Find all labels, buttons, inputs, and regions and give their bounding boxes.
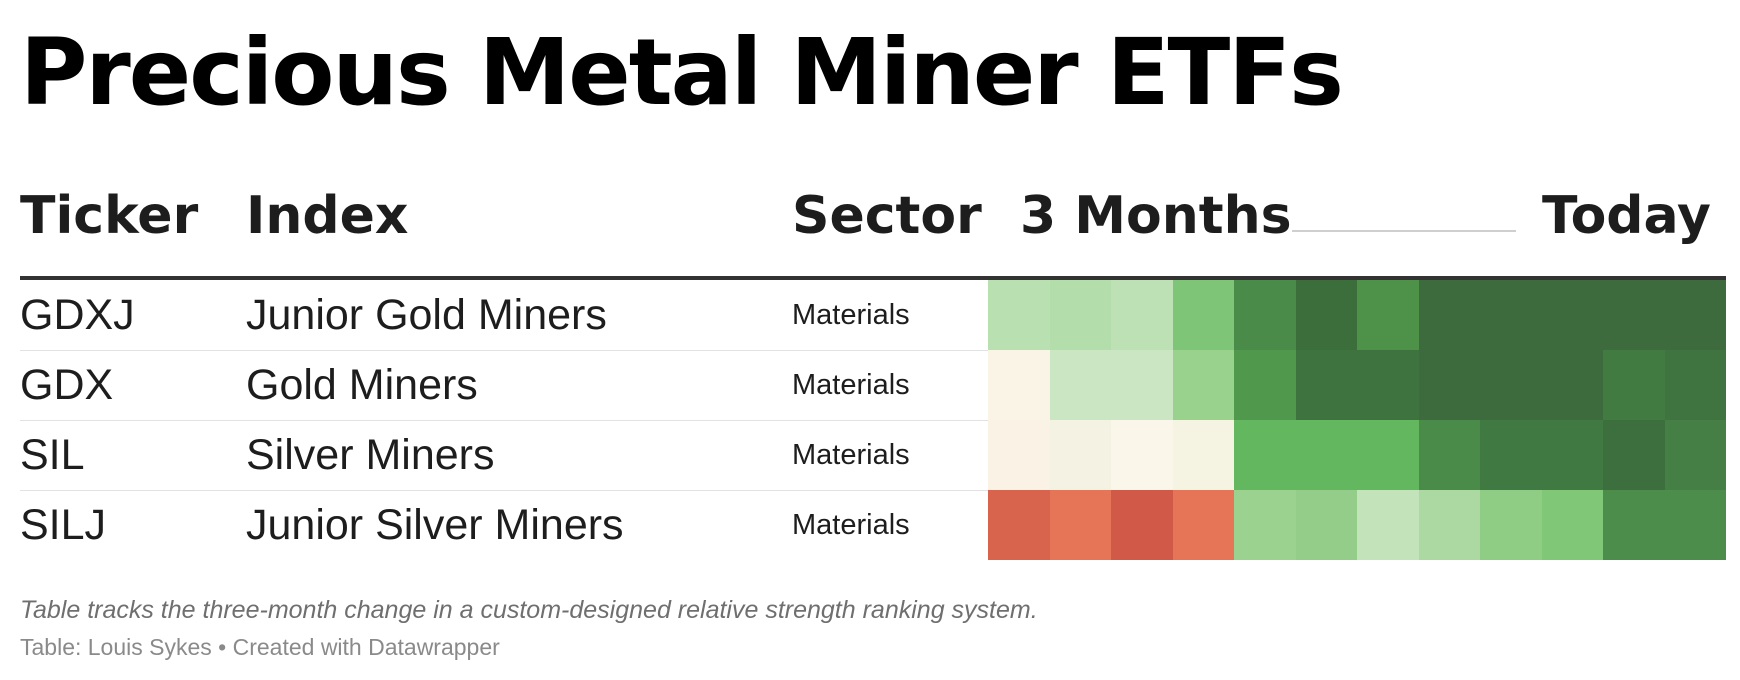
heatmap-cell: [1480, 280, 1542, 350]
heatmap-cell: [1357, 420, 1419, 490]
heatmap-cell: [1541, 350, 1603, 420]
table-row: SIL Silver Miners Materials: [20, 420, 1726, 490]
heatmap-cell: [1357, 490, 1419, 560]
heatmap-cell: [1664, 490, 1726, 560]
heatmap-cell: [1357, 350, 1419, 420]
heatmap-cell: [1603, 420, 1665, 490]
table-row: SILJ Junior Silver Miners Materials: [20, 490, 1726, 560]
index-cell: Junior Silver Miners: [246, 501, 624, 549]
header-index: Index: [246, 186, 409, 246]
heatmap-cell: [1664, 420, 1726, 490]
sector-cell: Materials: [792, 509, 910, 541]
heatmap-cell: [1541, 420, 1603, 490]
heatmap-strip: [988, 350, 1726, 420]
heatmap-strip: [988, 420, 1726, 490]
row-divider: [20, 350, 988, 351]
ticker-cell: SILJ: [20, 501, 107, 549]
heatmap-cell: [988, 280, 1050, 350]
chart-note: Table tracks the three-month change in a…: [20, 596, 1038, 624]
heatmap-cell: [1049, 280, 1111, 350]
heatmap-cell: [1172, 280, 1234, 350]
heatmap-cell: [1541, 490, 1603, 560]
heatmap-cell: [1295, 280, 1357, 350]
sector-cell: Materials: [792, 299, 910, 331]
heatmap-cell: [1418, 280, 1480, 350]
heatmap-cell: [1603, 280, 1665, 350]
heatmap-cell: [1664, 350, 1726, 420]
chart-source: Table: Louis Sykes • Created with Datawr…: [20, 634, 500, 660]
heatmap-cell: [1049, 420, 1111, 490]
heatmap-cell: [1664, 280, 1726, 350]
index-cell: Junior Gold Miners: [246, 291, 607, 339]
heatmap-cell: [1234, 350, 1296, 420]
heatmap-cell: [1418, 350, 1480, 420]
heatmap-cell: [1234, 420, 1296, 490]
heatmap-cell: [988, 490, 1050, 560]
ticker-cell: GDX: [20, 361, 114, 409]
header-rule: [20, 276, 1726, 280]
heatmap-cell: [1234, 490, 1296, 560]
heatmap-cell: [1111, 350, 1173, 420]
heatmap-cell: [1234, 280, 1296, 350]
heatmap-cell: [988, 420, 1050, 490]
heatmap-cell: [1172, 350, 1234, 420]
index-cell: Silver Miners: [246, 431, 495, 479]
header-3-months: 3 Months: [1020, 186, 1292, 246]
ticker-cell: GDXJ: [20, 291, 135, 339]
heatmap-strip: [988, 280, 1726, 350]
heatmap-cell: [1111, 490, 1173, 560]
heatmap-cell: [1480, 420, 1542, 490]
row-divider: [20, 490, 988, 491]
sector-cell: Materials: [792, 439, 910, 471]
heatmap-cell: [1480, 490, 1542, 560]
heatmap-strip: [988, 490, 1726, 560]
table-row: GDX Gold Miners Materials: [20, 350, 1726, 420]
header-sector: Sector: [792, 186, 982, 246]
heatmap-cell: [1295, 350, 1357, 420]
heatmap-cell: [1418, 420, 1480, 490]
heatmap-cell: [1418, 490, 1480, 560]
heatmap-cell: [1111, 420, 1173, 490]
header-ticker: Ticker: [20, 186, 199, 246]
sector-cell: Materials: [792, 369, 910, 401]
heatmap-cell: [1541, 280, 1603, 350]
heatmap-cell: [1172, 490, 1234, 560]
heatmap-cell: [1295, 490, 1357, 560]
heatmap-cell: [1603, 490, 1665, 560]
ticker-cell: SIL: [20, 431, 85, 479]
heatmap-cell: [1172, 420, 1234, 490]
row-divider: [20, 420, 988, 421]
heatmap-cell: [1295, 420, 1357, 490]
heatmap-cell: [1049, 350, 1111, 420]
header-today: Today: [1542, 186, 1711, 246]
table-row: GDXJ Junior Gold Miners Materials: [20, 280, 1726, 350]
heatmap-cell: [1357, 280, 1419, 350]
heatmap-cell: [1480, 350, 1542, 420]
heatmap-cell: [1603, 350, 1665, 420]
heatmap-cell: [988, 350, 1050, 420]
chart-title: Precious Metal Miner ETFs: [20, 19, 1344, 126]
heatmap-cell: [1111, 280, 1173, 350]
index-cell: Gold Miners: [246, 361, 478, 409]
heatmap-cell: [1049, 490, 1111, 560]
period-connector-line: [1292, 230, 1516, 232]
